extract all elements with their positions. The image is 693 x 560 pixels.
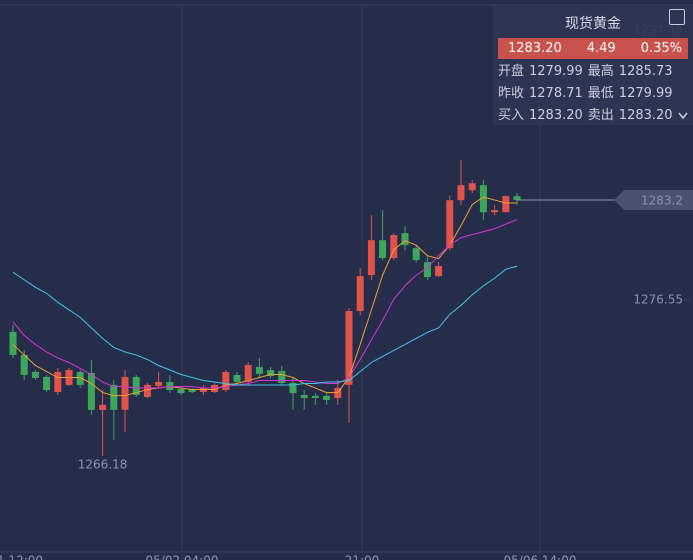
- quote-panel: 现货黄金 1283.20 4.49 0.35% 开盘 1279.99 最高 1285.…: [493, 5, 693, 125]
- candle-body: [121, 376, 129, 410]
- candle-body: [367, 240, 375, 276]
- candle-body: [20, 354, 28, 375]
- candle-body: [356, 276, 364, 312]
- quote-row: 开盘 1279.99 最高 1285.73: [493, 63, 693, 81]
- candle-body: [76, 371, 84, 385]
- candle-body: [87, 373, 95, 410]
- candle-body: [423, 262, 431, 278]
- quote-price: 1283.20: [508, 41, 562, 56]
- candle-body: [255, 366, 263, 374]
- candle-body: [110, 384, 118, 410]
- quote-row: 买入 1283.20 卖出 1283.20: [493, 107, 693, 125]
- candle-body: [323, 395, 331, 400]
- panel-title: 现货黄金: [565, 16, 621, 32]
- candle-body: [155, 381, 163, 386]
- quote-key: 最高: [587, 64, 614, 79]
- candle-body: [412, 248, 420, 261]
- candle-body: [446, 200, 454, 249]
- candle-body: [345, 311, 353, 385]
- x-tick-label: 05/02 04:00: [146, 554, 219, 560]
- candle-body: [143, 384, 151, 397]
- candle-body: [457, 185, 465, 201]
- quote-key: 最低: [587, 86, 614, 101]
- candle-body: [244, 365, 252, 382]
- x-tick-label: 21:00: [345, 554, 380, 560]
- y-tick-label: 1276.55: [633, 293, 683, 307]
- quote-key: 昨收: [498, 86, 525, 101]
- quote-value: 1278.71: [529, 86, 583, 101]
- candle-body: [278, 370, 286, 383]
- candle-body: [233, 374, 241, 382]
- quote-value: 1283.20: [529, 108, 583, 123]
- quote-row: 昨收 1278.71 最低 1279.99: [493, 85, 693, 103]
- quote-value: 1285.73: [618, 64, 673, 79]
- low-annotation: 1266.18: [78, 458, 128, 472]
- candle-body: [177, 388, 185, 394]
- candle-body: [43, 376, 51, 391]
- quote-key: 开盘: [498, 64, 525, 79]
- quote-rows: 开盘 1279.99 最高 1285.73 昨收 1278.71 最低 1279.99 买入 12…: [493, 63, 693, 125]
- candle-body: [479, 185, 487, 213]
- candle-body: [166, 381, 174, 391]
- ma-line: [12, 196, 517, 397]
- candle-body: [300, 394, 308, 398]
- candle-body: [390, 235, 398, 259]
- candle-body: [132, 376, 140, 395]
- candle-body: [513, 196, 521, 201]
- candle-body: [289, 382, 297, 394]
- candle-body: [222, 371, 230, 391]
- candle-body: [435, 266, 443, 277]
- candle-body: [267, 370, 275, 377]
- candle-body: [9, 331, 17, 355]
- quote-key: 买入: [498, 108, 525, 123]
- x-tick-label: 05/06 14:00: [504, 554, 577, 560]
- quote-value: 1279.99: [618, 86, 673, 101]
- candle-body: [379, 240, 387, 259]
- candle-body: [468, 183, 476, 191]
- candle-body: [491, 210, 499, 213]
- expand-icon[interactable]: [677, 112, 688, 120]
- candle-body: [31, 371, 39, 378]
- quote-key: 卖出: [587, 108, 614, 123]
- candle-body: [502, 196, 510, 213]
- quote-value: 1283.20: [618, 108, 673, 123]
- candle-body: [401, 233, 409, 246]
- quote-percent: 0.35%: [640, 41, 682, 56]
- price-tag-label: 1283.2: [641, 194, 683, 208]
- price-tag: [614, 190, 693, 211]
- panel-icon[interactable]: [669, 9, 685, 25]
- candle-body: [311, 395, 319, 398]
- quote-bar: 1283.20 4.49 0.35%: [498, 38, 688, 59]
- ma-line: [12, 265, 518, 386]
- candle-body: [99, 404, 107, 410]
- ma-line: [12, 219, 518, 389]
- candle-body: [188, 388, 196, 392]
- quote-value: 1279.99: [529, 64, 583, 79]
- x-tick-label: 1 12:00: [0, 554, 43, 560]
- candle-body: [54, 371, 62, 392]
- quote-change: 4.49: [586, 41, 616, 56]
